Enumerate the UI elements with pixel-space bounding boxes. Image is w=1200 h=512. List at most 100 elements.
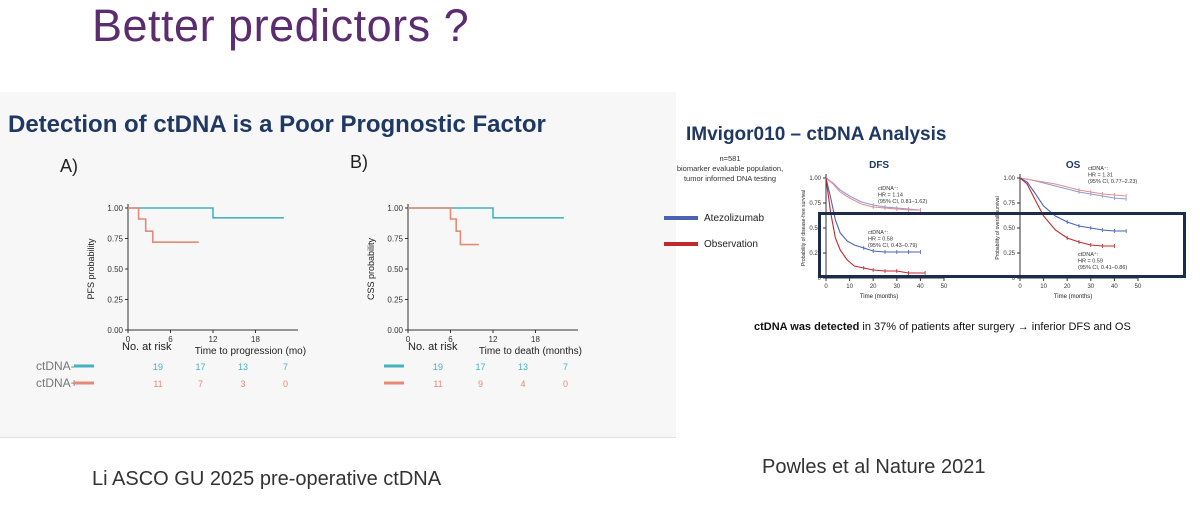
x-tick-label: 12 [489,335,498,344]
right-caption: ctDNA was detected in 37% of patients af… [754,321,1131,333]
km-plot-a: 0 6 12 18 0.00 0.25 0.50 0.75 1.00 Time to progre… [36,204,306,390]
hr-annotation-line: HR = 1.31 [1088,173,1113,179]
risk-value: 13 [238,362,248,372]
x-tick-label: 50 [1135,284,1142,290]
right-caption-rest: in 37% of patients after surgery → infer… [859,321,1131,333]
risk-value: 17 [475,362,485,372]
hr-annotation-line: (95% CI, 0.77–2.23) [1088,179,1137,185]
risk-table-title: No. at risk [122,341,172,353]
hr-annotation-line: ctDNA⁺: [868,229,889,236]
risk-value: 19 [153,362,163,372]
y-tick-label: 0.50 [387,265,403,274]
y-tick-label: 0.50 [107,265,123,274]
x-tick-label: 6 [448,335,453,344]
right-figure-heading: IMvigor010 – ctDNA Analysis [686,124,947,145]
y-axis-label: Probability of disease-free survival [801,190,807,266]
y-tick-label: 0.50 [1003,226,1015,232]
km-curve [825,177,921,211]
right-caption-bold: ctDNA was detected [754,321,860,333]
risk-row-label: ctDNA- [36,359,75,373]
y-tick-label: 0 [1012,276,1016,282]
hr-annotation-line: ctDNA⁺: [1078,251,1099,258]
risk-value: 11 [433,379,442,389]
y-tick-label: 0 [818,276,822,282]
km-curve [408,207,479,246]
x-tick-label: 10 [1040,284,1047,290]
risk-value: 0 [563,379,568,389]
km-plot-os: OS 0 10 20 30 40 50 0 0.25 0.50 0.75 1.00 Time (mont… [995,160,1142,300]
plot-title: DFS [869,160,889,171]
y-tick-label: 1.00 [809,176,821,182]
population-note: n=581 biomarker evaluable population, tu… [640,154,820,184]
y-tick-label: 0.75 [107,234,123,243]
panel-label-a: A) [60,156,78,176]
x-tick-label: 20 [1064,284,1071,290]
km-plot-dfs: DFS 0 10 20 30 40 50 0 0.25 0.50 0.75 1.00 Time (mon… [801,160,948,300]
risk-value: 3 [240,379,245,389]
legend-swatch [664,216,698,221]
x-tick-label: 30 [893,284,900,290]
x-axis-label: Time (months) [1054,294,1092,300]
risk-value: 13 [518,362,528,372]
y-axis-label: CSS probability [366,237,376,300]
km-curve [1019,177,1127,197]
y-tick-label: 0.75 [387,234,403,243]
risk-value: 7 [283,362,288,372]
left-figure-heading: Detection of ctDNA is a Poor Prognostic … [8,111,546,138]
y-tick-label: 0.25 [107,295,123,304]
legend-label: Atezolizumab [704,213,765,224]
risk-value: 0 [283,379,288,389]
population-note-line: biomarker evaluable population, [676,164,784,173]
hr-annotation-line: HR = 0.58 [868,237,893,243]
y-tick-label: 1.00 [1003,176,1015,182]
x-axis-label: Time to progression (mo) [195,346,306,357]
x-tick-label: 30 [1087,284,1094,290]
risk-value: 17 [195,362,205,372]
panel-label-b: B) [350,152,368,172]
x-tick-label: 40 [1111,284,1118,290]
risk-value: 7 [563,362,568,372]
slide-title: Better predictors ? [92,0,470,51]
y-tick-label: 0.25 [809,251,821,257]
x-tick-label: 50 [941,284,948,290]
hr-annotation-line: (95% CI, 0.41–0.86) [1078,265,1127,271]
legend-item-observation: Observation [664,239,758,250]
x-tick-label: 0 [126,335,131,344]
hr-annotation-line: ctDNA⁻: [1088,166,1109,172]
legend-label: Observation [704,239,758,250]
risk-value: 19 [433,362,443,372]
risk-value: 4 [520,379,525,389]
y-tick-label: 0.50 [809,226,821,232]
hr-annotation-line: (95% CI, 0.81–1.62) [878,199,927,205]
highlight-box [818,212,1186,278]
y-tick-label: 0.00 [387,326,403,335]
y-tick-label: 1.00 [387,204,403,213]
left-citation: Li ASCO GU 2025 pre-operative ctDNA [92,468,442,490]
hr-annotation-line: ctDNA⁻: [878,186,899,192]
x-tick-label: 40 [917,284,924,290]
risk-table-title: No. at risk [408,341,458,353]
y-axis-label: PFS probability [86,238,96,300]
km-curve [128,207,284,219]
risk-value: 11 [153,379,162,389]
hr-annotation-line: HR = 0.59 [1078,259,1103,265]
y-tick-label: 0.75 [809,201,821,207]
x-tick-label: 0 [1018,284,1022,290]
risk-row-label: ctDNA+ [36,376,78,390]
y-tick-label: 0.25 [387,295,403,304]
y-axis-label: Probability of overall survival [995,196,1001,259]
km-plot-b: 0 6 12 18 0.00 0.25 0.50 0.75 1.00 Time to death … [366,204,582,389]
right-citation: Powles et al Nature 2021 [762,456,986,478]
km-curve [1019,177,1115,247]
x-tick-label: 0 [406,335,411,344]
x-axis-label: Time to death (months) [479,346,582,357]
risk-value: 9 [478,379,483,389]
left-figure-panel [0,92,676,438]
plot-title: OS [1066,160,1081,171]
population-note-line: n=581 [719,154,741,163]
km-curve [825,177,921,211]
x-tick-label: 18 [531,335,540,344]
hr-annotation-line: (95% CI, 0.43–0.79) [868,243,917,249]
y-tick-label: 1.00 [107,204,123,213]
x-tick-label: 18 [251,335,260,344]
